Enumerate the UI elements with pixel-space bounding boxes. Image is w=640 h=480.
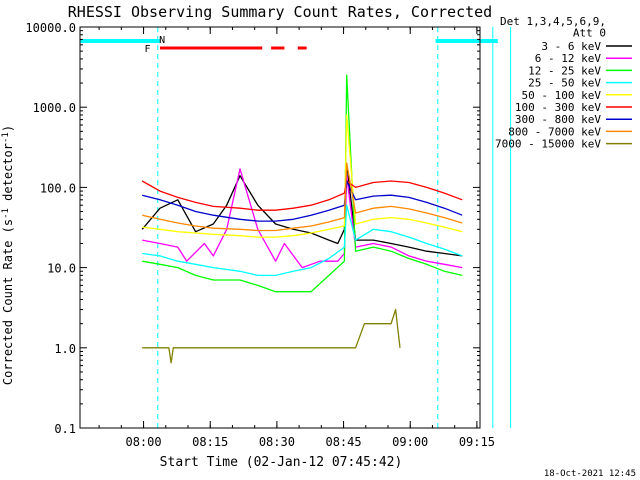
legend-label: 12 - 25 keV <box>528 64 601 77</box>
chart-title: RHESSI Observing Summary Count Rates, Co… <box>68 3 492 21</box>
x-tick-label: 08:15 <box>192 435 228 449</box>
legend-label: 100 - 300 keV <box>515 101 601 114</box>
legend-label: 7000 - 15000 keV <box>495 138 601 151</box>
x-tick-label: 08:30 <box>259 435 295 449</box>
series-line-1 <box>142 168 463 269</box>
y-axis-label-main: Corrected Count Rate (s <box>1 219 15 385</box>
x-tick-label: 09:00 <box>392 435 428 449</box>
legend-label: 3 - 6 keV <box>541 40 601 53</box>
night-flag-label: N <box>159 35 165 46</box>
y-tick-label: 0.1 <box>54 422 76 436</box>
legend-header-0: Det 1,3,4,5,6,9, <box>500 15 606 28</box>
y-axis-label-mid: detector <box>1 143 15 208</box>
legend-label: 300 - 800 keV <box>515 113 601 126</box>
x-tick-label: 09:15 <box>459 435 495 449</box>
plot-area: FN <box>80 27 512 428</box>
x-tick-label: 08:00 <box>125 435 161 449</box>
legend-label: 25 - 50 keV <box>528 77 601 90</box>
series-line-3 <box>142 204 463 277</box>
y-axis-label-sup: -1 <box>1 208 11 219</box>
x-tick-label: 08:45 <box>325 435 361 449</box>
legend-label: 6 - 12 keV <box>535 52 602 65</box>
y-axis-label: Corrected Count Rate (s-1 detector-1) <box>1 125 15 385</box>
legend-label: 50 - 100 keV <box>522 89 602 102</box>
series-line-8 <box>142 308 401 364</box>
series-line-0 <box>141 162 463 257</box>
legend-header-1: Att 0 <box>573 27 606 40</box>
y-tick-label: 1000.0 <box>33 101 76 115</box>
series-line-2 <box>142 74 463 293</box>
series-line-7 <box>142 162 463 232</box>
plot-frame <box>79 26 481 429</box>
x-axis-label: Start Time (02-Jan-12 07:45:42) <box>160 455 403 470</box>
y-tick-label: 1.0 <box>54 342 76 356</box>
y-tick-label: 10000.0 <box>25 21 76 35</box>
y-tick-label: 100.0 <box>40 181 76 195</box>
series-line-5 <box>141 180 463 211</box>
flare-flag-label: F <box>144 44 150 55</box>
timestamp: 18-Oct-2021 12:45 <box>544 469 636 479</box>
series-line-6 <box>142 180 463 222</box>
y-axis-label-sup2: -1 <box>1 132 11 143</box>
y-axis-label-end: ) <box>1 125 15 132</box>
series-line-4 <box>142 114 463 238</box>
y-tick-label: 10.0 <box>47 262 76 276</box>
legend-label: 800 - 7000 keV <box>508 125 601 138</box>
axes: 08:00 08:15 08:30 08:45 09:00 09:15 0.1 1.0 10.0… <box>25 21 495 449</box>
